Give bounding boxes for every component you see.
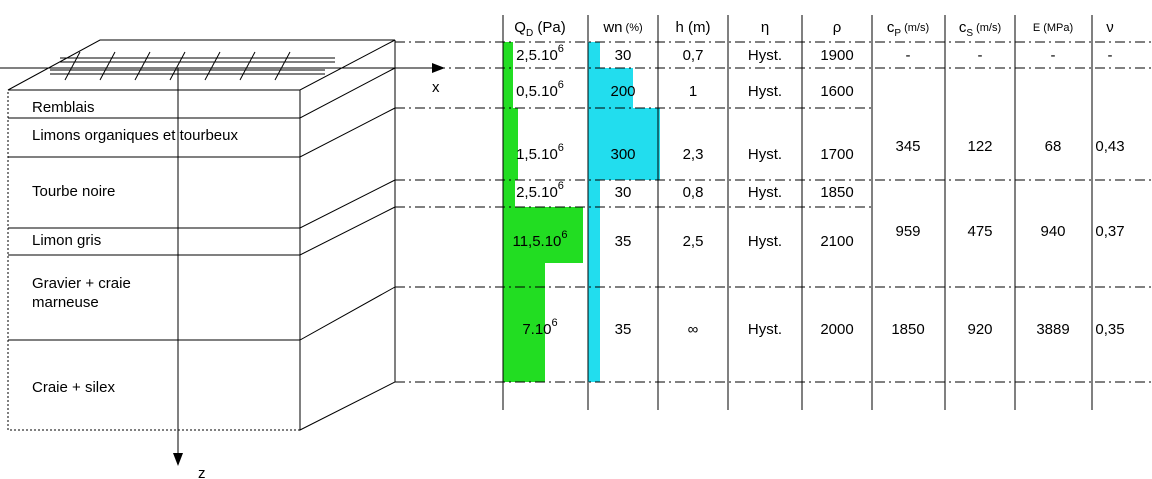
elastic-cell: 920 bbox=[967, 321, 992, 338]
column-header: E (MPa) bbox=[1033, 22, 1073, 34]
elastic-cell: 0,35 bbox=[1095, 321, 1124, 338]
header-part: (m/s) bbox=[901, 22, 929, 34]
z-axis-label: z bbox=[198, 465, 206, 479]
elastic-cell: 475 bbox=[967, 223, 992, 240]
cell-rho: 2100 bbox=[820, 233, 853, 250]
cell-h: 0,8 bbox=[683, 184, 704, 201]
qd-value: 11,5.106 bbox=[512, 229, 567, 250]
qd-value: 0,5.106 bbox=[516, 79, 564, 100]
elastic-cell: 959 bbox=[895, 223, 920, 240]
header-part: D bbox=[526, 28, 533, 39]
cell-eta: Hyst. bbox=[748, 184, 782, 201]
wn-profile bbox=[588, 42, 660, 382]
header-part: ρ bbox=[833, 19, 842, 36]
elastic-cell: - bbox=[906, 47, 911, 64]
column-header: h (m) bbox=[676, 19, 711, 36]
header-part: ν bbox=[1106, 19, 1114, 36]
qd-value: 7.106 bbox=[522, 317, 557, 338]
layer-label: Tourbe noire bbox=[32, 183, 115, 200]
cell-eta: Hyst. bbox=[748, 233, 782, 250]
column-header: cP (m/s) bbox=[887, 19, 929, 39]
header-part: η bbox=[761, 19, 769, 36]
elastic-cell: 1850 bbox=[891, 321, 924, 338]
column-header: η bbox=[761, 19, 769, 36]
cell-rho: 2000 bbox=[820, 321, 853, 338]
elastic-cell: 68 bbox=[1045, 138, 1062, 155]
cell-h: ∞ bbox=[688, 321, 699, 338]
cell-h: 1 bbox=[689, 83, 697, 100]
x-axis-label: x bbox=[432, 79, 440, 96]
header-part: (Pa) bbox=[533, 19, 566, 36]
elastic-cell: 0,43 bbox=[1095, 138, 1124, 155]
cell-wn: 300 bbox=[610, 146, 635, 163]
cell-wn: 200 bbox=[610, 83, 635, 100]
cell-h: 2,5 bbox=[683, 233, 704, 250]
elastic-cell: 0,37 bbox=[1095, 223, 1124, 240]
header-part: c bbox=[887, 19, 895, 36]
soil-block bbox=[0, 39, 445, 466]
qd-exponent: 6 bbox=[558, 43, 564, 55]
table-grid bbox=[395, 15, 1152, 410]
elastic-cell: - bbox=[978, 47, 983, 64]
header-part: E (MPa) bbox=[1033, 22, 1073, 34]
cell-wn: 35 bbox=[615, 321, 632, 338]
qd-exponent: 6 bbox=[561, 229, 567, 241]
header-part: h (m) bbox=[676, 19, 711, 36]
cell-h: 2,3 bbox=[683, 146, 704, 163]
layer-label: Craie + silex bbox=[32, 379, 115, 396]
layer-label: Limons organiques et tourbeux bbox=[32, 127, 238, 144]
qd-mantissa: 2,5.10 bbox=[516, 184, 558, 201]
qd-mantissa: 7.10 bbox=[522, 321, 551, 338]
elastic-cell: - bbox=[1051, 47, 1056, 64]
elastic-cell: - bbox=[1108, 47, 1113, 64]
cell-wn: 35 bbox=[615, 233, 632, 250]
header-part: (%) bbox=[623, 22, 643, 34]
cell-rho: 1900 bbox=[820, 47, 853, 64]
layer-label: marneuse bbox=[32, 294, 99, 311]
qd-exponent: 6 bbox=[558, 79, 564, 91]
qd-value: 2,5.106 bbox=[516, 43, 564, 64]
qd-value: 1,5.106 bbox=[516, 142, 564, 163]
qd-mantissa: 11,5.10 bbox=[512, 233, 561, 250]
layer-label: Gravier + craie bbox=[32, 275, 131, 292]
cell-rho: 1600 bbox=[820, 83, 853, 100]
qd-exponent: 6 bbox=[552, 317, 558, 329]
elastic-cell: 940 bbox=[1040, 223, 1065, 240]
header-part: (m/s) bbox=[973, 22, 1001, 34]
qd-value: 2,5.106 bbox=[516, 180, 564, 201]
qd-profile bbox=[503, 42, 583, 382]
layer-label: Limon gris bbox=[32, 232, 101, 249]
qd-mantissa: 2,5.10 bbox=[516, 47, 558, 64]
cell-h: 0,7 bbox=[683, 47, 704, 64]
elastic-cell: 122 bbox=[967, 138, 992, 155]
qd-mantissa: 1,5.10 bbox=[516, 146, 558, 163]
qd-exponent: 6 bbox=[558, 180, 564, 192]
layer-label: Remblais bbox=[32, 99, 95, 116]
elastic-cell: 345 bbox=[895, 138, 920, 155]
cell-rho: 1700 bbox=[820, 146, 853, 163]
cell-rho: 1850 bbox=[820, 184, 853, 201]
header-part: c bbox=[959, 19, 967, 36]
column-header: cS (m/s) bbox=[959, 19, 1001, 39]
elastic-cell: 3889 bbox=[1036, 321, 1069, 338]
header-part: wn bbox=[602, 19, 622, 36]
header-part: S bbox=[966, 28, 973, 39]
cell-eta: Hyst. bbox=[748, 47, 782, 64]
cell-wn: 30 bbox=[615, 184, 632, 201]
column-header: wn (%) bbox=[602, 19, 642, 36]
qd-exponent: 6 bbox=[558, 142, 564, 154]
header-part: Q bbox=[514, 19, 526, 36]
cell-eta: Hyst. bbox=[748, 146, 782, 163]
column-header: ρ bbox=[833, 19, 842, 36]
column-header: QD (Pa) bbox=[514, 19, 565, 39]
cell-wn: 30 bbox=[615, 47, 632, 64]
column-header: ν bbox=[1106, 19, 1114, 36]
cell-eta: Hyst. bbox=[748, 321, 782, 338]
qd-mantissa: 0,5.10 bbox=[516, 83, 558, 100]
cell-eta: Hyst. bbox=[748, 83, 782, 100]
header-part: P bbox=[894, 28, 901, 39]
